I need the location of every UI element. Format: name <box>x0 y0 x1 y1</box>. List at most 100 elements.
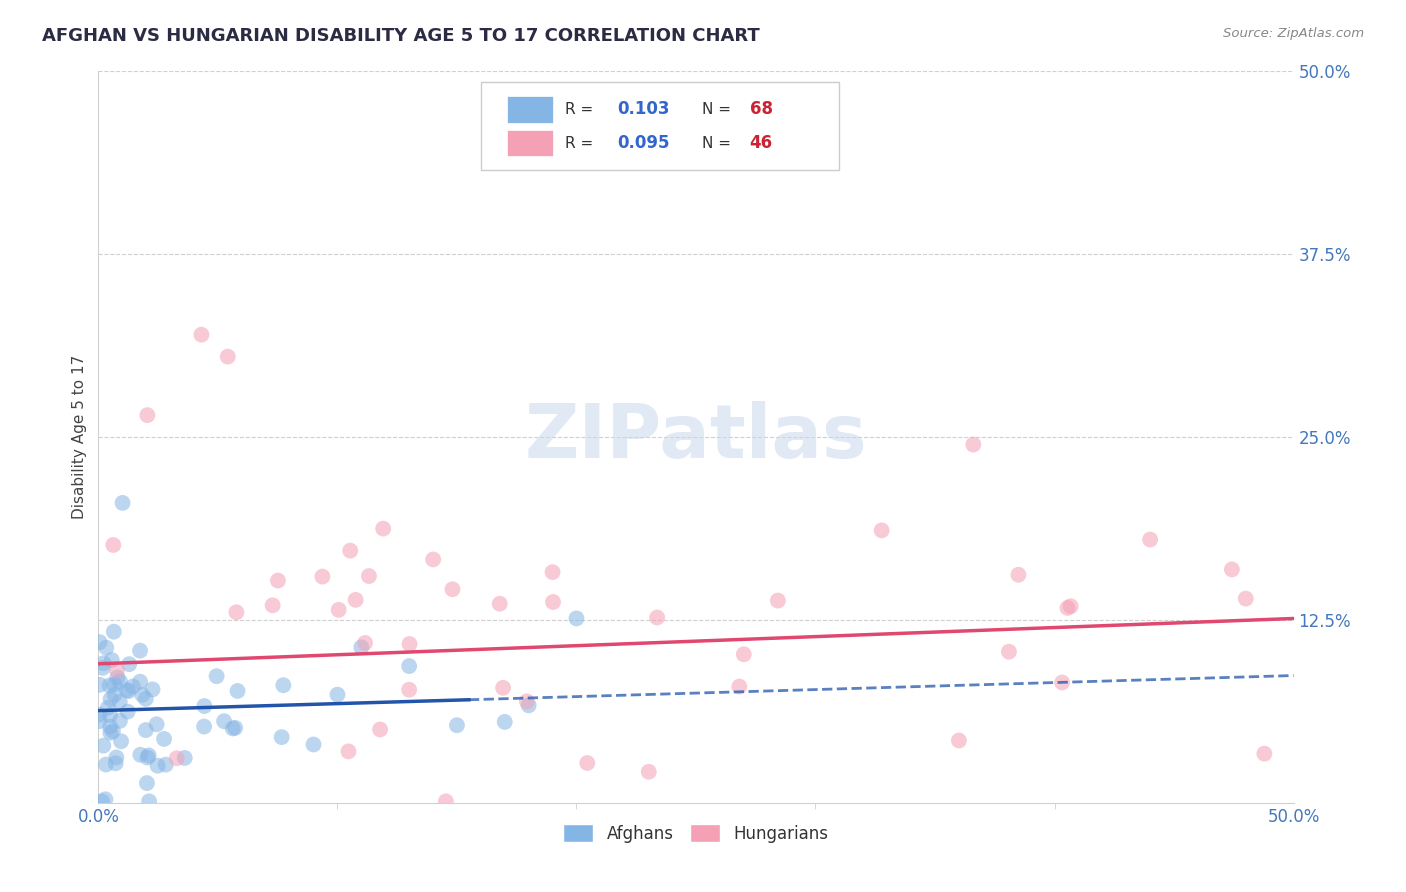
Point <box>998 645 1021 659</box>
Point <box>193 699 215 714</box>
Point <box>193 720 215 734</box>
Point <box>1139 533 1161 547</box>
Text: ZIPatlas: ZIPatlas <box>524 401 868 474</box>
Point <box>100 692 122 706</box>
Point <box>422 552 444 566</box>
Point <box>129 747 152 762</box>
Point <box>89 678 111 692</box>
Point <box>153 731 176 746</box>
Point <box>302 738 325 752</box>
Point <box>98 725 121 739</box>
Point <box>311 569 333 583</box>
Point <box>225 605 247 619</box>
Point <box>98 678 121 692</box>
Point <box>105 664 128 678</box>
Point <box>441 582 464 597</box>
Point <box>111 496 134 510</box>
Point <box>89 707 111 722</box>
Point <box>138 748 160 763</box>
Point <box>94 757 117 772</box>
Point <box>224 721 246 735</box>
Point <box>131 688 153 702</box>
Point <box>98 708 121 723</box>
Point <box>948 733 970 747</box>
Point <box>273 678 295 692</box>
Point <box>1059 599 1081 614</box>
Y-axis label: Disability Age 5 to 17: Disability Age 5 to 17 <box>72 355 87 519</box>
Point <box>339 543 361 558</box>
Point <box>94 792 117 806</box>
Point <box>217 350 239 364</box>
Point <box>103 538 125 552</box>
Point <box>354 636 377 650</box>
Point <box>565 611 588 625</box>
Point <box>488 597 510 611</box>
Point <box>576 756 599 770</box>
Point <box>107 671 129 685</box>
Point <box>446 718 468 732</box>
Point <box>222 722 245 736</box>
Point <box>97 700 120 714</box>
Point <box>328 603 350 617</box>
Point <box>108 695 131 709</box>
Point <box>136 408 159 422</box>
Point <box>136 750 159 764</box>
Point <box>93 656 115 670</box>
Point <box>326 688 349 702</box>
Point <box>129 643 152 657</box>
Point <box>357 569 380 583</box>
Point <box>350 640 373 655</box>
Point <box>373 522 395 536</box>
Point <box>434 794 457 808</box>
Text: 68: 68 <box>749 101 773 119</box>
Point <box>89 714 111 728</box>
Point <box>146 758 169 772</box>
Point <box>98 719 121 733</box>
Point <box>96 640 118 655</box>
Text: N =: N = <box>702 102 735 117</box>
Point <box>101 653 124 667</box>
Point <box>1050 675 1073 690</box>
Text: Source: ZipAtlas.com: Source: ZipAtlas.com <box>1223 27 1364 40</box>
Point <box>117 705 139 719</box>
Point <box>145 717 167 731</box>
Point <box>141 682 163 697</box>
Text: 46: 46 <box>749 134 773 152</box>
Point <box>103 677 125 691</box>
Point <box>1234 591 1257 606</box>
Point <box>104 756 127 771</box>
Text: 0.103: 0.103 <box>617 101 669 119</box>
Point <box>91 794 114 808</box>
Point <box>728 680 751 694</box>
Point <box>870 524 893 538</box>
Point <box>155 757 177 772</box>
Point <box>1220 562 1243 576</box>
Point <box>118 657 141 672</box>
Point <box>398 682 420 697</box>
Point <box>135 776 157 790</box>
Point <box>541 595 564 609</box>
Point <box>110 734 132 748</box>
Text: R =: R = <box>565 102 598 117</box>
Point <box>516 694 538 708</box>
Point <box>517 698 540 713</box>
Text: 0.095: 0.095 <box>617 134 669 152</box>
Point <box>368 723 391 737</box>
Point <box>91 739 114 753</box>
Point <box>135 723 157 737</box>
Point <box>129 674 152 689</box>
Point <box>492 681 515 695</box>
Point <box>108 714 131 728</box>
Point <box>103 624 125 639</box>
Point <box>138 794 160 808</box>
Point <box>226 684 249 698</box>
Point <box>117 684 139 698</box>
Point <box>262 599 284 613</box>
Point <box>105 750 128 764</box>
Legend: Afghans, Hungarians: Afghans, Hungarians <box>557 818 835 849</box>
Point <box>398 659 420 673</box>
Text: N =: N = <box>702 136 735 151</box>
Point <box>190 327 212 342</box>
Text: R =: R = <box>565 136 598 151</box>
Point <box>494 714 516 729</box>
